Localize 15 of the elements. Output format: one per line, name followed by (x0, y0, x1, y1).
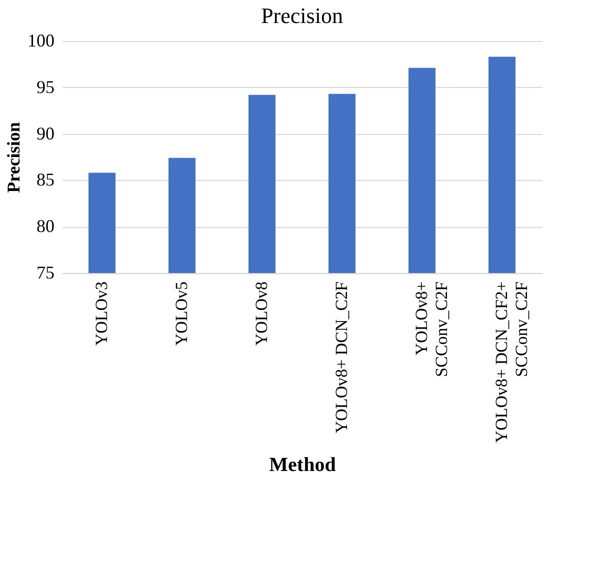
y-tick-label: 95 (36, 76, 54, 97)
y-tick-label: 85 (36, 170, 54, 190)
x-tick-label: YOLOv8+ DCN_C2F (332, 282, 351, 434)
x-tick-label: YOLOv3 (92, 282, 111, 346)
y-tick-label: 100 (28, 30, 54, 50)
y-tick-label: 75 (36, 262, 54, 282)
x-tick-label: YOLOv8 (252, 282, 271, 346)
x-tick-label: YOLOv8+ DCN_CF2+ SCConv_C2F (492, 282, 531, 443)
x-axis-title: Method (269, 454, 336, 476)
x-tick-label: YOLOv5 (172, 282, 191, 346)
y-tick-label: 80 (36, 216, 54, 236)
y-axis-title: Precision (4, 122, 24, 193)
chart-title: Precision (261, 3, 343, 28)
x-tick-label: YOLOv8+ SCConv_C2F (412, 282, 451, 377)
y-tick-label: 90 (36, 123, 54, 144)
